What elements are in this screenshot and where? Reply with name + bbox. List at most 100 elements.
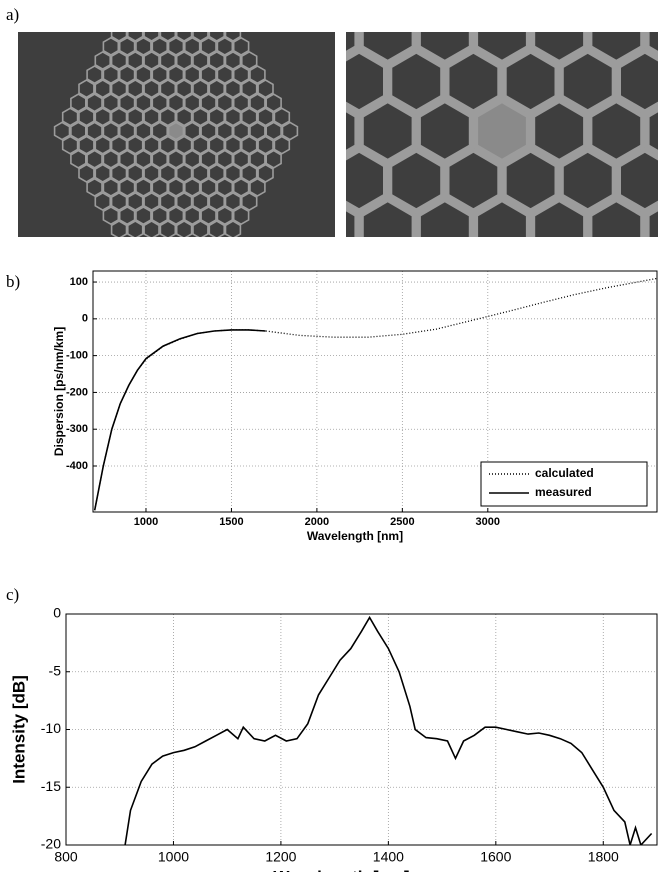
air-hole xyxy=(70,93,87,113)
air-hole xyxy=(192,191,209,212)
air-hole xyxy=(175,191,193,212)
air-hole xyxy=(159,107,177,127)
y-tick-label: -200 xyxy=(66,386,88,398)
plot-frame xyxy=(65,613,658,846)
x-tick-label: 2500 xyxy=(390,516,414,528)
air-hole xyxy=(216,36,234,56)
air-hole xyxy=(281,121,299,141)
air-hole xyxy=(558,48,617,115)
air-hole xyxy=(241,50,258,71)
air-hole xyxy=(200,121,217,141)
air-hole xyxy=(135,121,152,141)
air-hole xyxy=(501,48,560,115)
air-hole xyxy=(167,206,185,226)
air-hole xyxy=(249,121,266,141)
air-hole xyxy=(257,107,274,127)
air-hole xyxy=(127,220,144,237)
air-hole xyxy=(143,191,160,212)
air-hole xyxy=(216,149,234,169)
air-hole xyxy=(257,135,274,155)
air-hole xyxy=(530,32,589,66)
air-hole xyxy=(346,48,388,115)
air-hole xyxy=(110,107,128,127)
air-hole xyxy=(167,65,185,85)
air-hole xyxy=(192,50,209,71)
air-hole xyxy=(78,163,95,183)
air-hole xyxy=(208,135,225,155)
air-hole xyxy=(208,191,225,212)
air-hole xyxy=(175,163,193,183)
air-hole xyxy=(86,65,103,85)
air-hole xyxy=(184,93,201,113)
air-hole xyxy=(224,79,242,99)
air-hole xyxy=(200,65,217,85)
air-hole xyxy=(616,147,658,214)
air-hole xyxy=(587,196,646,237)
air-hole xyxy=(159,50,177,71)
air-hole xyxy=(587,32,646,66)
air-hole xyxy=(644,32,658,57)
air-hole xyxy=(644,106,658,156)
air-hole xyxy=(159,79,177,99)
air-hole xyxy=(61,135,79,155)
air-hole xyxy=(118,65,136,85)
air-hole xyxy=(151,121,168,141)
core xyxy=(167,121,185,141)
air-hole xyxy=(224,135,242,155)
air-hole xyxy=(102,121,120,141)
y-tick-label: -100 xyxy=(66,350,88,362)
y-tick-label: 0 xyxy=(53,605,61,621)
air-hole xyxy=(167,149,185,169)
legend-box xyxy=(480,461,648,507)
air-hole xyxy=(110,32,128,42)
air-hole xyxy=(167,93,185,113)
y-tick-label: -5 xyxy=(49,662,62,678)
air-hole xyxy=(110,50,128,71)
air-hole xyxy=(135,149,152,169)
air-hole xyxy=(200,177,217,197)
air-hole xyxy=(415,97,474,165)
air-hole xyxy=(94,191,111,212)
air-hole xyxy=(192,107,209,127)
air-hole xyxy=(333,0,386,13)
air-hole xyxy=(216,177,234,197)
x-axis-label: Wavelength [nm] xyxy=(307,529,403,543)
plot-frame xyxy=(92,270,658,513)
air-hole xyxy=(216,121,234,141)
air-hole xyxy=(118,206,136,226)
air-hole xyxy=(224,163,242,183)
air-hole xyxy=(151,36,168,56)
y-tick-label: -20 xyxy=(41,836,61,852)
air-hole xyxy=(159,220,177,237)
air-hole xyxy=(208,32,225,42)
air-hole xyxy=(143,220,160,237)
air-hole xyxy=(216,93,234,113)
air-hole xyxy=(200,36,217,56)
air-hole xyxy=(587,97,646,165)
air-hole xyxy=(192,163,209,183)
x-axis-label: Wavelength [nm] xyxy=(273,867,409,872)
air-hole xyxy=(224,32,242,42)
air-hole xyxy=(135,93,152,113)
air-hole xyxy=(143,107,160,127)
air-hole xyxy=(249,93,266,113)
air-hole xyxy=(265,93,282,113)
air-hole xyxy=(118,177,136,197)
air-hole xyxy=(159,135,177,155)
air-hole xyxy=(102,93,120,113)
y-axis-label: Dispersion [ps/nm/km] xyxy=(52,327,66,456)
air-hole xyxy=(94,163,111,183)
air-hole xyxy=(358,32,417,66)
air-hole xyxy=(159,163,177,183)
air-hole xyxy=(53,121,71,141)
air-hole xyxy=(504,0,557,13)
air-hole xyxy=(94,135,111,155)
air-hole xyxy=(127,107,144,127)
air-hole xyxy=(358,97,417,165)
air-hole xyxy=(241,135,258,155)
air-hole xyxy=(265,149,282,169)
air-hole xyxy=(159,32,177,42)
x-tick-label: 800 xyxy=(54,848,78,864)
air-hole xyxy=(127,50,144,71)
